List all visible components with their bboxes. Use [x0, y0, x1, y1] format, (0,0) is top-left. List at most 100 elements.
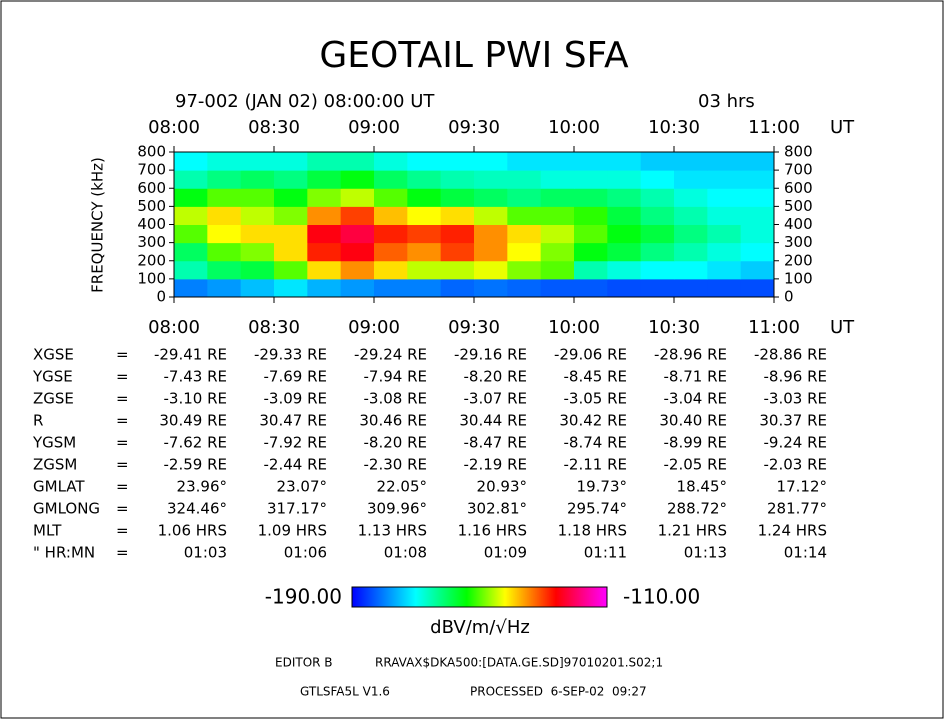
- row-label: YGSE: [32, 368, 73, 386]
- heatmap-cell: [274, 188, 308, 207]
- table-cell: 30.42 RE: [559, 412, 627, 430]
- heatmap-cell: [207, 188, 242, 207]
- table-cell: -29.06 RE: [554, 346, 627, 364]
- heatmap-cell: [207, 170, 242, 189]
- table-cell: -9.24 RE: [764, 434, 827, 452]
- heatmap-cell: [574, 206, 608, 225]
- table-cell: -28.86 RE: [754, 346, 827, 364]
- footer-processed: PROCESSED 6-SEP-02 09:27: [470, 685, 647, 699]
- table-cell: -2.19 RE: [464, 456, 527, 474]
- heatmap-cell: [174, 278, 208, 298]
- heatmap-cell: [574, 224, 608, 244]
- row-eq: =: [116, 456, 129, 474]
- heatmap-cell: [307, 242, 342, 262]
- heatmap-cell: [440, 170, 475, 189]
- heatmap-cell: [340, 170, 375, 189]
- heatmap-cell: [240, 278, 275, 298]
- y-tick-label: 200: [784, 251, 813, 269]
- heatmap-cell: [407, 152, 442, 171]
- table-cell: -29.16 RE: [454, 346, 527, 364]
- table-cell: 281.77°: [767, 500, 827, 518]
- table-cell: -7.43 RE: [164, 368, 227, 386]
- heatmap-cell: [640, 206, 675, 225]
- heatmap-cell: [640, 224, 675, 244]
- table-cell: 1.09 HRS: [258, 522, 327, 540]
- heatmap-cell: [374, 260, 408, 280]
- heatmap-cell: [307, 206, 342, 225]
- heatmap-cell: [640, 242, 675, 262]
- heatmap-cell: [307, 278, 342, 298]
- heatmap-cell: [407, 260, 442, 280]
- heatmap-cell: [674, 260, 708, 280]
- heatmap-cell: [474, 242, 508, 262]
- row-label: " HR:MN: [33, 544, 95, 562]
- heatmap-cell: [440, 152, 475, 171]
- table-cell: 01:08: [384, 544, 427, 562]
- row-label: ZGSE: [33, 390, 74, 408]
- table-cell: -2.44 RE: [264, 456, 327, 474]
- table-cell: -3.03 RE: [764, 390, 827, 408]
- heatmap-cell: [707, 170, 742, 189]
- heatmap-cell: [374, 224, 408, 244]
- heatmap-cell: [574, 242, 608, 262]
- heatmap-cell: [674, 188, 708, 207]
- table-cell: -29.24 RE: [354, 346, 427, 364]
- table-cell: -2.59 RE: [164, 456, 227, 474]
- heatmap-cell: [174, 224, 208, 244]
- table-cell: -8.20 RE: [364, 434, 427, 452]
- heatmap-cell: [707, 206, 742, 225]
- heatmap-cell: [407, 188, 442, 207]
- heatmap-cell: [374, 188, 408, 207]
- table-cell: -3.10 RE: [164, 390, 227, 408]
- colorbar-label: dBV/m/√Hz: [430, 617, 530, 638]
- table-cell: 302.81°: [467, 500, 527, 518]
- subtitle: 97-002 (JAN 02) 08:00:00 UT: [175, 91, 435, 112]
- heatmap-cell: [407, 206, 442, 225]
- table-cell: 18.45°: [677, 478, 727, 496]
- y-tick-label: 200: [137, 251, 166, 269]
- heatmap-cell: [374, 242, 408, 262]
- heatmap-cell: [274, 224, 308, 244]
- heatmap-cell: [574, 188, 608, 207]
- heatmap-cell: [174, 260, 208, 280]
- table-cell: -8.47 RE: [464, 434, 527, 452]
- table-cell: -8.20 RE: [464, 368, 527, 386]
- heatmap-cell: [307, 260, 342, 280]
- heatmap-cell: [740, 278, 775, 298]
- table-cell: -8.45 RE: [564, 368, 627, 386]
- plot: [174, 152, 775, 298]
- table-cell: 30.47 RE: [259, 412, 327, 430]
- heatmap-cell: [240, 224, 275, 244]
- y-axis-title: FREQUENCY (kHz): [89, 157, 107, 293]
- heatmap-cell: [340, 206, 375, 225]
- heatmap-cell: [607, 170, 642, 189]
- heatmap-cell: [240, 152, 275, 171]
- heatmap-cell: [440, 242, 475, 262]
- heatmap-cell: [340, 152, 375, 171]
- heatmap-cell: [674, 242, 708, 262]
- table-cell: 01:09: [484, 544, 527, 562]
- table-cell: -2.30 RE: [364, 456, 427, 474]
- heatmap-cell: [540, 260, 575, 280]
- table-cell: 309.96°: [367, 500, 427, 518]
- heatmap-cell: [440, 260, 475, 280]
- x-tick-label: 09:30: [448, 317, 500, 338]
- heatmap-cell: [674, 206, 708, 225]
- heatmap-cell: [607, 242, 642, 262]
- x-tick-label: 10:00: [548, 317, 600, 338]
- table-cell: 20.93°: [477, 478, 527, 496]
- row-eq: =: [116, 522, 129, 540]
- heatmap-cell: [740, 206, 775, 225]
- table-cell: 19.73°: [577, 478, 627, 496]
- table-cell: 17.12°: [777, 478, 827, 496]
- table-cell: 1.18 HRS: [558, 522, 627, 540]
- heatmap-cell: [240, 260, 275, 280]
- heatmap-cell: [474, 224, 508, 244]
- table-cell: 324.46°: [167, 500, 227, 518]
- heatmap-cell: [274, 170, 308, 189]
- table-cell: -28.96 RE: [654, 346, 727, 364]
- table-cell: 30.46 RE: [359, 412, 427, 430]
- heatmap-cell: [540, 188, 575, 207]
- heatmap-cell: [540, 224, 575, 244]
- table-cell: 30.37 RE: [759, 412, 827, 430]
